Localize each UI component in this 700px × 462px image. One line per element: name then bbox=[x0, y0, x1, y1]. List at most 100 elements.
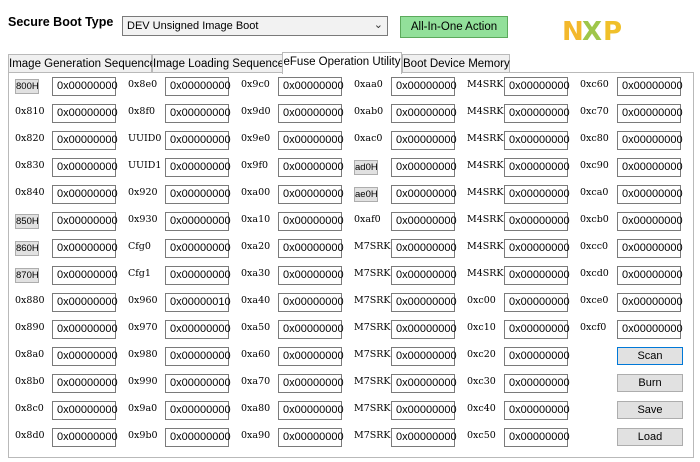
scan-button[interactable]: Scan bbox=[617, 347, 683, 365]
fuse-address-label: M4SRK bbox=[467, 106, 504, 117]
fuse-value-field[interactable]: 0x00000000 bbox=[617, 293, 683, 312]
fuse-value-field[interactable]: 0x00000000 bbox=[165, 131, 231, 150]
fuse-value-field[interactable]: 0x00000000 bbox=[504, 374, 570, 393]
tab-efuse-operation-utility[interactable]: eFuse Operation Utility bbox=[282, 52, 402, 74]
fuse-value-field[interactable]: 0x00000000 bbox=[504, 212, 570, 231]
fuse-value-field[interactable]: 0x00000000 bbox=[165, 77, 231, 96]
tab-image-generation-sequence[interactable]: Image Generation Sequence bbox=[8, 54, 156, 73]
fuse-value-field[interactable]: 0x00000000 bbox=[391, 212, 457, 231]
fuse-value-field[interactable]: 0x00000000 bbox=[52, 428, 118, 447]
fuse-value-field[interactable]: 0x00000000 bbox=[52, 104, 118, 123]
fuse-value-field[interactable]: 0x00000000 bbox=[391, 374, 457, 393]
read-fuse-button[interactable]: 860H bbox=[15, 241, 39, 256]
fuse-value-field[interactable]: 0x00000000 bbox=[52, 401, 118, 420]
fuse-value-field[interactable]: 0x00000000 bbox=[504, 266, 570, 285]
fuse-value-field[interactable]: 0x00000000 bbox=[504, 401, 570, 420]
fuse-value-field[interactable]: 0x00000000 bbox=[504, 185, 570, 204]
fuse-value-field[interactable]: 0x00000000 bbox=[391, 158, 457, 177]
fuse-value-field[interactable]: 0x00000000 bbox=[504, 347, 570, 366]
tab-image-loading-sequence[interactable]: Image Loading Sequence bbox=[152, 54, 284, 73]
fuse-value-field[interactable]: 0x00000000 bbox=[617, 104, 683, 123]
fuse-value-field[interactable]: 0x00000000 bbox=[52, 266, 118, 285]
fuse-value-field[interactable]: 0x00000000 bbox=[52, 212, 118, 231]
fuse-value-field[interactable]: 0x00000000 bbox=[391, 293, 457, 312]
all-in-one-action-button[interactable]: All-In-One Action bbox=[400, 16, 508, 38]
read-fuse-button[interactable]: ae0H bbox=[354, 187, 378, 202]
fuse-value-field[interactable]: 0x00000000 bbox=[165, 374, 231, 393]
fuse-value-field[interactable]: 0x00000000 bbox=[278, 401, 344, 420]
fuse-value-field[interactable]: 0x00000000 bbox=[52, 293, 118, 312]
fuse-value-field[interactable]: 0x00000000 bbox=[278, 320, 344, 339]
fuse-value-field[interactable]: 0x00000000 bbox=[391, 185, 457, 204]
fuse-value-field[interactable]: 0x00000000 bbox=[617, 266, 683, 285]
read-fuse-button[interactable]: 800H bbox=[15, 79, 39, 94]
fuse-value-field[interactable]: 0x00000000 bbox=[504, 77, 570, 96]
fuse-value-field[interactable]: 0x00000010 bbox=[165, 293, 231, 312]
fuse-value-field[interactable]: 0x00000000 bbox=[391, 428, 457, 447]
fuse-value-field[interactable]: 0x00000000 bbox=[52, 77, 118, 96]
fuse-value-field[interactable]: 0x00000000 bbox=[52, 131, 118, 150]
fuse-value-field[interactable]: 0x00000000 bbox=[52, 347, 118, 366]
fuse-address-label: 0x8f0 bbox=[128, 106, 156, 117]
fuse-value-field[interactable]: 0x00000000 bbox=[165, 158, 231, 177]
fuse-value-field[interactable]: 0x00000000 bbox=[278, 347, 344, 366]
fuse-value-field[interactable]: 0x00000000 bbox=[504, 104, 570, 123]
secure-boot-type-select[interactable]: DEV Unsigned Image Boot ⌄ bbox=[122, 16, 388, 36]
fuse-value-field[interactable]: 0x00000000 bbox=[504, 158, 570, 177]
save-button[interactable]: Save bbox=[617, 401, 683, 419]
fuse-value-field[interactable]: 0x00000000 bbox=[278, 104, 344, 123]
fuse-value-field[interactable]: 0x00000000 bbox=[165, 266, 231, 285]
fuse-value-field[interactable]: 0x00000000 bbox=[504, 131, 570, 150]
fuse-value-field[interactable]: 0x00000000 bbox=[165, 320, 231, 339]
fuse-value-field[interactable]: 0x00000000 bbox=[391, 104, 457, 123]
fuse-value-field[interactable]: 0x00000000 bbox=[391, 347, 457, 366]
fuse-value-field[interactable]: 0x00000000 bbox=[165, 104, 231, 123]
fuse-value-field[interactable]: 0x00000000 bbox=[617, 239, 683, 258]
fuse-value-field[interactable]: 0x00000000 bbox=[617, 212, 683, 231]
fuse-address-label: 0xa30 bbox=[241, 268, 271, 279]
fuse-value-field[interactable]: 0x00000000 bbox=[278, 293, 344, 312]
fuse-value-field[interactable]: 0x00000000 bbox=[278, 266, 344, 285]
fuse-value-field[interactable]: 0x00000000 bbox=[278, 185, 344, 204]
fuse-value-field[interactable]: 0x00000000 bbox=[504, 293, 570, 312]
fuse-value-field[interactable]: 0x00000000 bbox=[391, 77, 457, 96]
fuse-value-field[interactable]: 0x00000000 bbox=[278, 131, 344, 150]
fuse-value-field[interactable]: 0x00000000 bbox=[391, 401, 457, 420]
fuse-value-field[interactable]: 0x00000000 bbox=[278, 77, 344, 96]
read-fuse-button[interactable]: 850H bbox=[15, 214, 39, 229]
fuse-value-field[interactable]: 0x00000000 bbox=[617, 131, 683, 150]
burn-button[interactable]: Burn bbox=[617, 374, 683, 392]
fuse-address-label: 0xa20 bbox=[241, 241, 271, 252]
fuse-value-field[interactable]: 0x00000000 bbox=[391, 239, 457, 258]
fuse-value-field[interactable]: 0x00000000 bbox=[165, 428, 231, 447]
tab-boot-device-memory[interactable]: Boot Device Memory bbox=[402, 54, 510, 73]
fuse-value-field[interactable]: 0x00000000 bbox=[391, 131, 457, 150]
load-button[interactable]: Load bbox=[617, 428, 683, 446]
fuse-value-field[interactable]: 0x00000000 bbox=[504, 239, 570, 258]
fuse-value-field[interactable]: 0x00000000 bbox=[278, 374, 344, 393]
read-fuse-button[interactable]: ad0H bbox=[354, 160, 378, 175]
fuse-value-field[interactable]: 0x00000000 bbox=[52, 239, 118, 258]
fuse-value-field[interactable]: 0x00000000 bbox=[278, 158, 344, 177]
fuse-value-field[interactable]: 0x00000000 bbox=[504, 428, 570, 447]
fuse-value-field[interactable]: 0x00000000 bbox=[617, 158, 683, 177]
fuse-value-field[interactable]: 0x00000000 bbox=[504, 320, 570, 339]
fuse-value-field[interactable]: 0x00000000 bbox=[617, 320, 683, 339]
fuse-value-field[interactable]: 0x00000000 bbox=[617, 185, 683, 204]
fuse-value-field[interactable]: 0x00000000 bbox=[165, 401, 231, 420]
fuse-value-field[interactable]: 0x00000000 bbox=[165, 185, 231, 204]
fuse-value-field[interactable]: 0x00000000 bbox=[391, 266, 457, 285]
fuse-value-field[interactable]: 0x00000000 bbox=[278, 212, 344, 231]
fuse-value-field[interactable]: 0x00000000 bbox=[165, 347, 231, 366]
fuse-value-field[interactable]: 0x00000000 bbox=[52, 158, 118, 177]
read-fuse-button[interactable]: 870H bbox=[15, 268, 39, 283]
fuse-value-field[interactable]: 0x00000000 bbox=[617, 77, 683, 96]
fuse-value-field[interactable]: 0x00000000 bbox=[391, 320, 457, 339]
fuse-value-field[interactable]: 0x00000000 bbox=[165, 212, 231, 231]
fuse-value-field[interactable]: 0x00000000 bbox=[52, 320, 118, 339]
fuse-value-field[interactable]: 0x00000000 bbox=[165, 239, 231, 258]
fuse-value-field[interactable]: 0x00000000 bbox=[52, 185, 118, 204]
fuse-value-field[interactable]: 0x00000000 bbox=[52, 374, 118, 393]
fuse-value-field[interactable]: 0x00000000 bbox=[278, 239, 344, 258]
fuse-value-field[interactable]: 0x00000000 bbox=[278, 428, 344, 447]
